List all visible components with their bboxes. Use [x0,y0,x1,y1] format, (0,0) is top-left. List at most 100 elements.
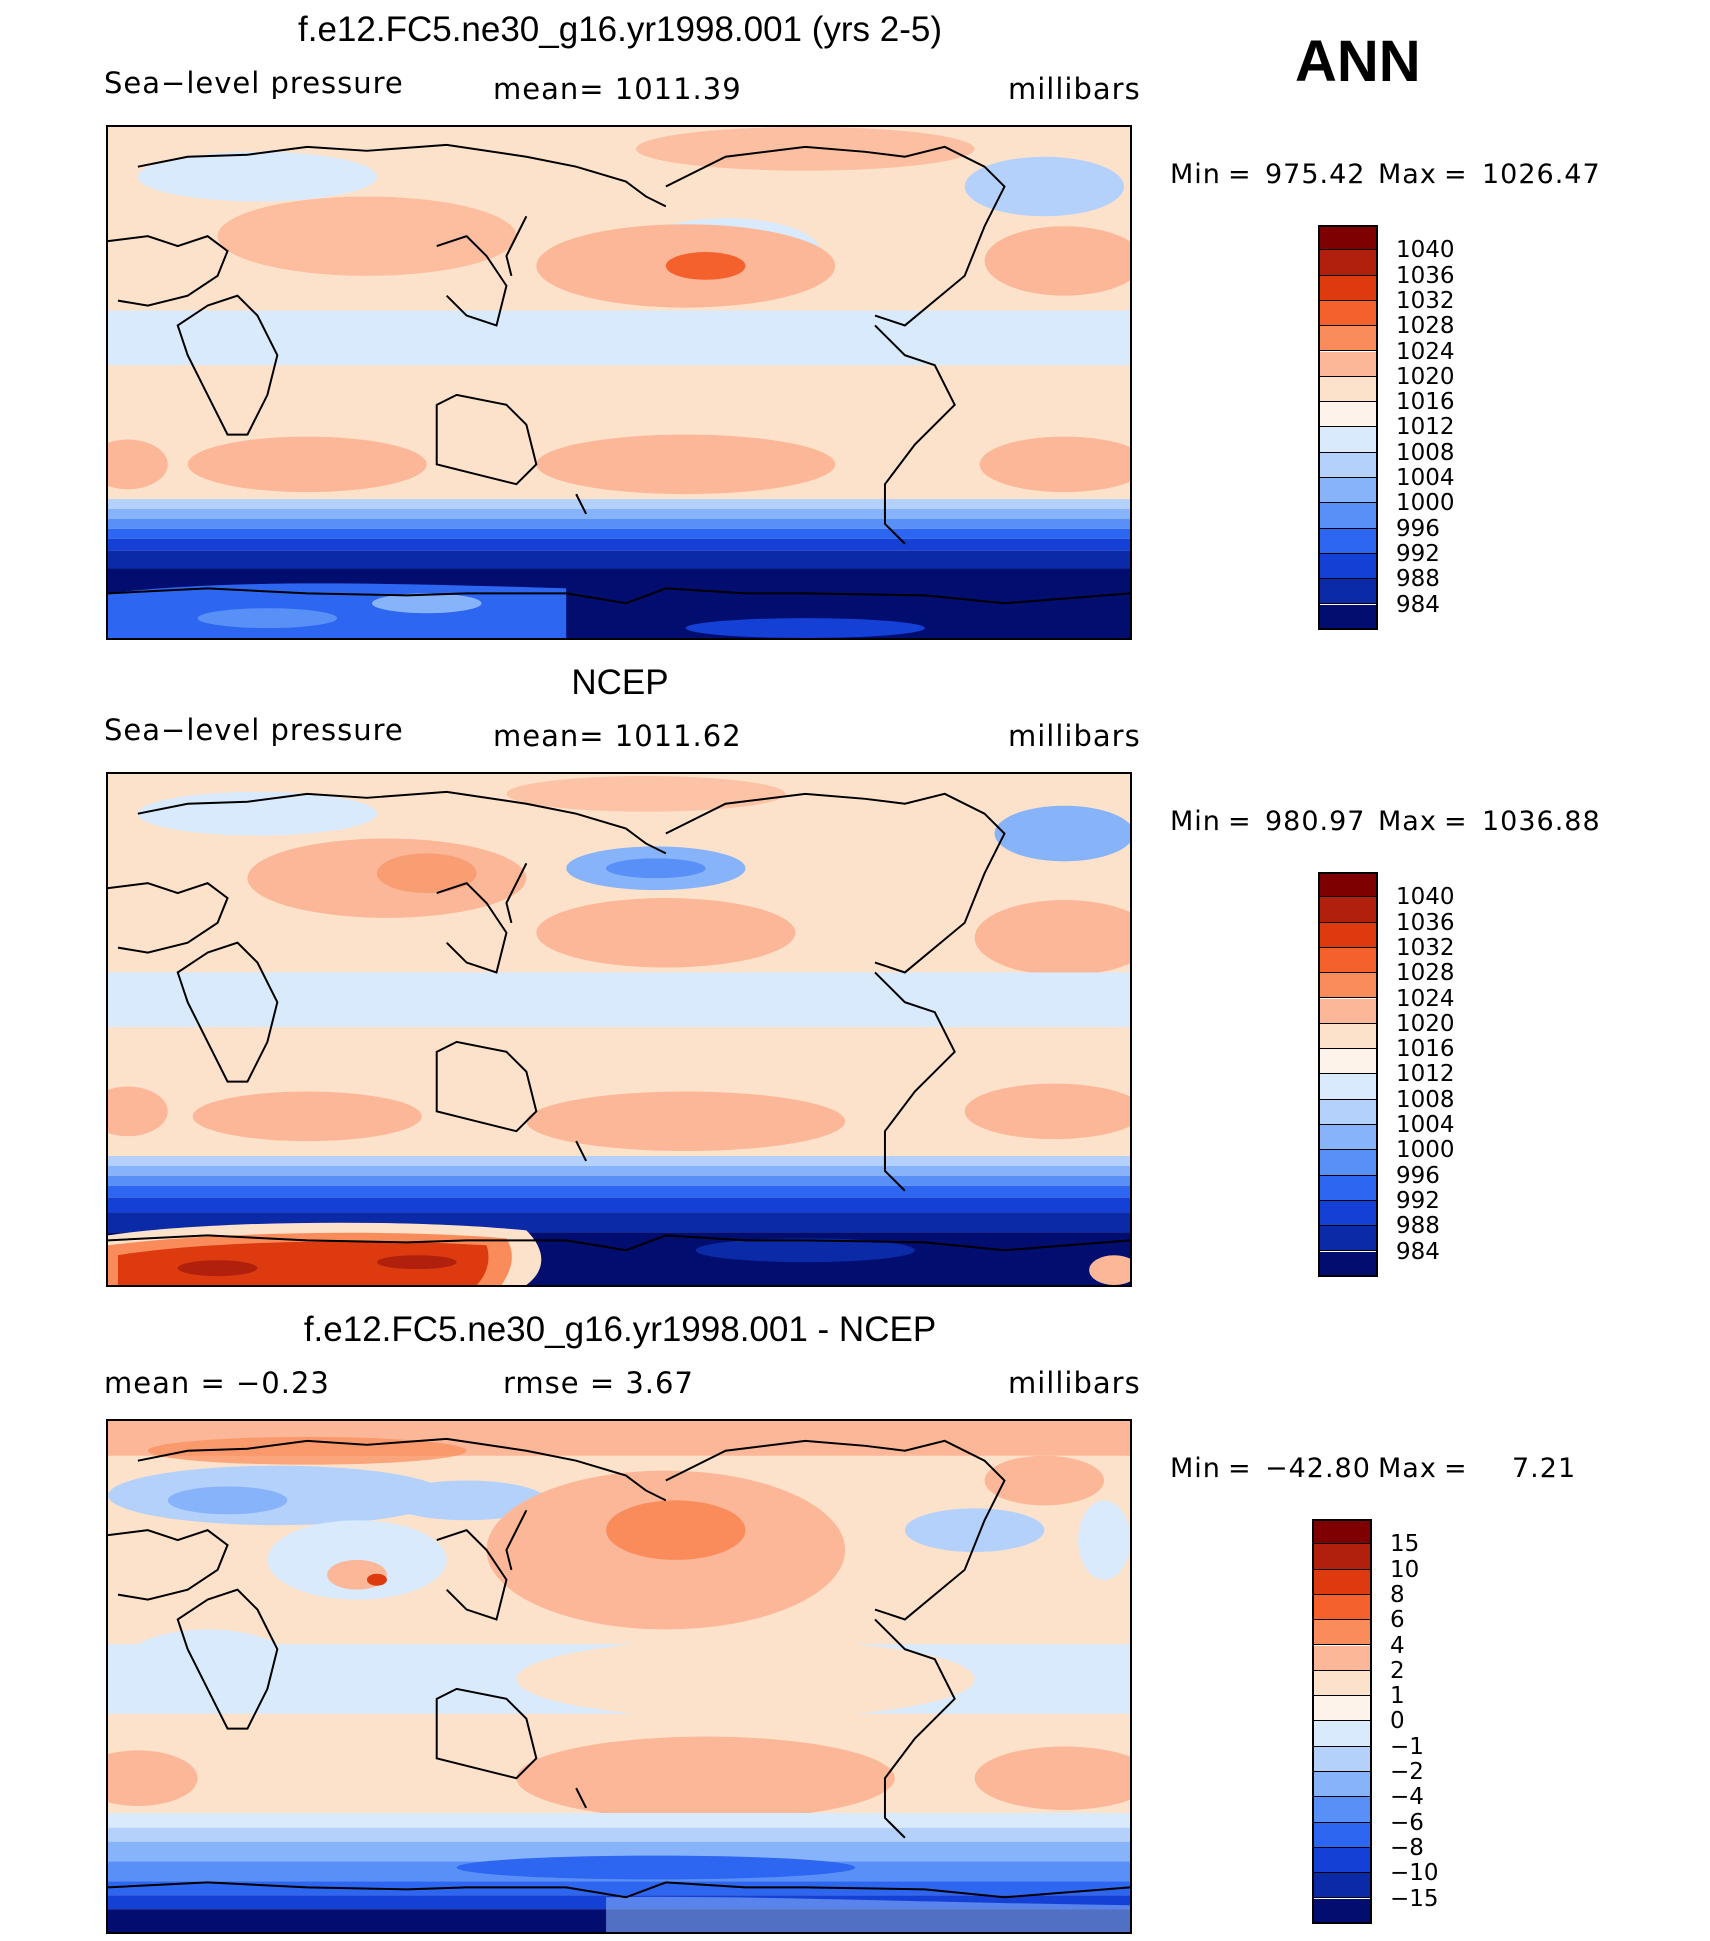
colorbar-swatch [1318,402,1378,428]
colorbar-level-label: 992 [1396,1187,1440,1214]
colorbar-level-label: 1032 [1396,934,1455,961]
colorbar-swatch [1312,1873,1372,1899]
colorbar-level-label: 992 [1396,540,1440,567]
colorbar-swatch [1312,1746,1372,1772]
panel-1-min-label: Min [1170,159,1221,190]
colorbar-swatch [1318,1251,1378,1277]
colorbar-level-label: 4 [1390,1632,1405,1659]
panel-2-map [106,772,1132,1287]
colorbar-swatch [1318,275,1378,301]
colorbar-level-label: −1 [1390,1733,1424,1760]
colorbar-swatch [1318,1175,1378,1201]
colorbar-swatch [1312,1544,1372,1570]
colorbar-swatch [1318,351,1378,377]
colorbar-level-label: 1024 [1396,338,1455,365]
colorbar-level-label: 996 [1396,515,1440,542]
colorbar-swatch [1312,1696,1372,1722]
colorbar-level-label: 984 [1396,1238,1440,1265]
colorbar-level-label: 1036 [1396,909,1455,936]
colorbar-level-label: −15 [1390,1885,1439,1912]
colorbar-level-label: 1028 [1396,313,1455,340]
panel-3-min-value: −42.80 [1265,1453,1371,1484]
panel-3-map [106,1419,1132,1934]
colorbar-swatch [1312,1594,1372,1621]
panel-3-max-value: 7.21 [1512,1453,1577,1484]
colorbar-level-label: −10 [1390,1860,1439,1887]
colorbar-level-label: 1016 [1396,389,1455,416]
panel-3-max-eq: = [1444,1453,1468,1484]
colorbar-swatch [1312,1721,1372,1747]
colorbar-level-label: 1032 [1396,287,1455,314]
colorbar-level-label: 10 [1390,1556,1420,1583]
colorbar-swatch [1318,250,1378,276]
colorbar-level-label: 1016 [1396,1036,1455,1063]
colorbar-swatch [1318,376,1378,403]
colorbar-swatch [1312,1847,1372,1874]
colorbar-swatch [1312,1797,1372,1823]
colorbar-swatch [1318,503,1378,529]
colorbar-swatch [1318,897,1378,923]
colorbar-swatch [1318,922,1378,948]
colorbar-swatch [1318,427,1378,453]
colorbar-swatch [1312,1670,1372,1697]
colorbar-level-label: 1012 [1396,414,1455,441]
colorbar-swatch [1318,1049,1378,1075]
colorbar-level-label: −8 [1390,1834,1424,1861]
colorbar-level-label: 1012 [1396,1061,1455,1088]
colorbar-level-label: 15 [1390,1531,1420,1558]
panel-2-max-label: Max [1378,806,1437,837]
colorbar-level-label: 1 [1390,1683,1405,1710]
colorbar-level-label: 1004 [1396,1112,1455,1138]
colorbar-swatch [1318,947,1378,974]
colorbar-swatch [1312,1645,1372,1671]
colorbar-swatch [1318,1226,1378,1252]
panel-2-max-eq: = [1444,806,1468,837]
colorbar-swatch [1318,872,1378,898]
colorbar-level-label: 1008 [1396,1086,1455,1113]
colorbar-level-label: 2 [1390,1657,1405,1684]
colorbar-swatch [1318,478,1378,504]
colorbar-swatch [1312,1519,1372,1545]
colorbar-level-label: 988 [1396,1213,1440,1240]
colorbar-level-label: 1004 [1396,465,1455,491]
panel-1-min-value: 975.42 [1265,159,1366,190]
colorbar-level-label: 1040 [1396,884,1455,911]
panel-2-units-label: millibars [1008,719,1141,753]
colorbar-swatch [1318,1023,1378,1050]
panel-2-mean-label: mean= 1011.62 [493,719,742,753]
colorbar-level-label: 1008 [1396,439,1455,466]
colorbar-swatch [1318,604,1378,630]
panel-2-min-eq: = [1228,806,1252,837]
panel-1-max-eq: = [1444,159,1468,190]
colorbar-swatch [1318,998,1378,1024]
colorbar-level-label: −4 [1390,1784,1424,1811]
colorbar-level-label: 984 [1396,591,1440,618]
panel-3-min-label: Min [1170,1453,1221,1484]
panel-1-variable-label: Sea−level pressure [104,66,404,100]
colorbar-swatch [1318,579,1378,605]
colorbar-level-label: 1040 [1396,237,1455,264]
colorbar-level-label: 1036 [1396,262,1455,289]
colorbar-level-label: 1020 [1396,1010,1455,1037]
panel-2-max-value: 1036.88 [1482,806,1601,837]
panel-1-map [106,125,1132,640]
colorbar-swatch [1318,452,1378,478]
colorbar-level-label: 1000 [1396,490,1455,517]
colorbar-level-label: −6 [1390,1809,1424,1836]
panel-3-units-label: millibars [1008,1366,1141,1400]
panel-3-max-label: Max [1378,1453,1437,1484]
panel-3-title: f.e12.FC5.ne30_g16.yr1998.001 - NCEP [303,1310,937,1349]
panel-1-max-value: 1026.47 [1482,159,1601,190]
panel-2-title: NCEP [571,663,669,702]
colorbar-level-label: 1028 [1396,960,1455,987]
colorbar-swatch [1312,1822,1372,1848]
colorbar-level-label: 1024 [1396,985,1455,1012]
colorbar-swatch [1318,528,1378,554]
colorbar-level-label: 1020 [1396,363,1455,390]
colorbar-swatch [1312,1620,1372,1646]
panel-3-min-eq: = [1228,1453,1252,1484]
panel-3-mean-label: mean = −0.23 [104,1366,330,1400]
colorbar-swatch [1318,1074,1378,1100]
panel-2-min-value: 980.97 [1265,806,1366,837]
season-label: ANN [1295,29,1421,94]
